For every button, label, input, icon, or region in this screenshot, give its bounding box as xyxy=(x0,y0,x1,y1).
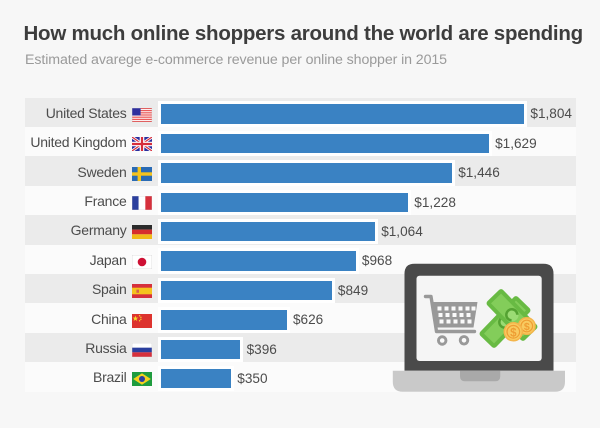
svg-text:$: $ xyxy=(510,327,517,339)
svg-text:$: $ xyxy=(524,321,530,333)
